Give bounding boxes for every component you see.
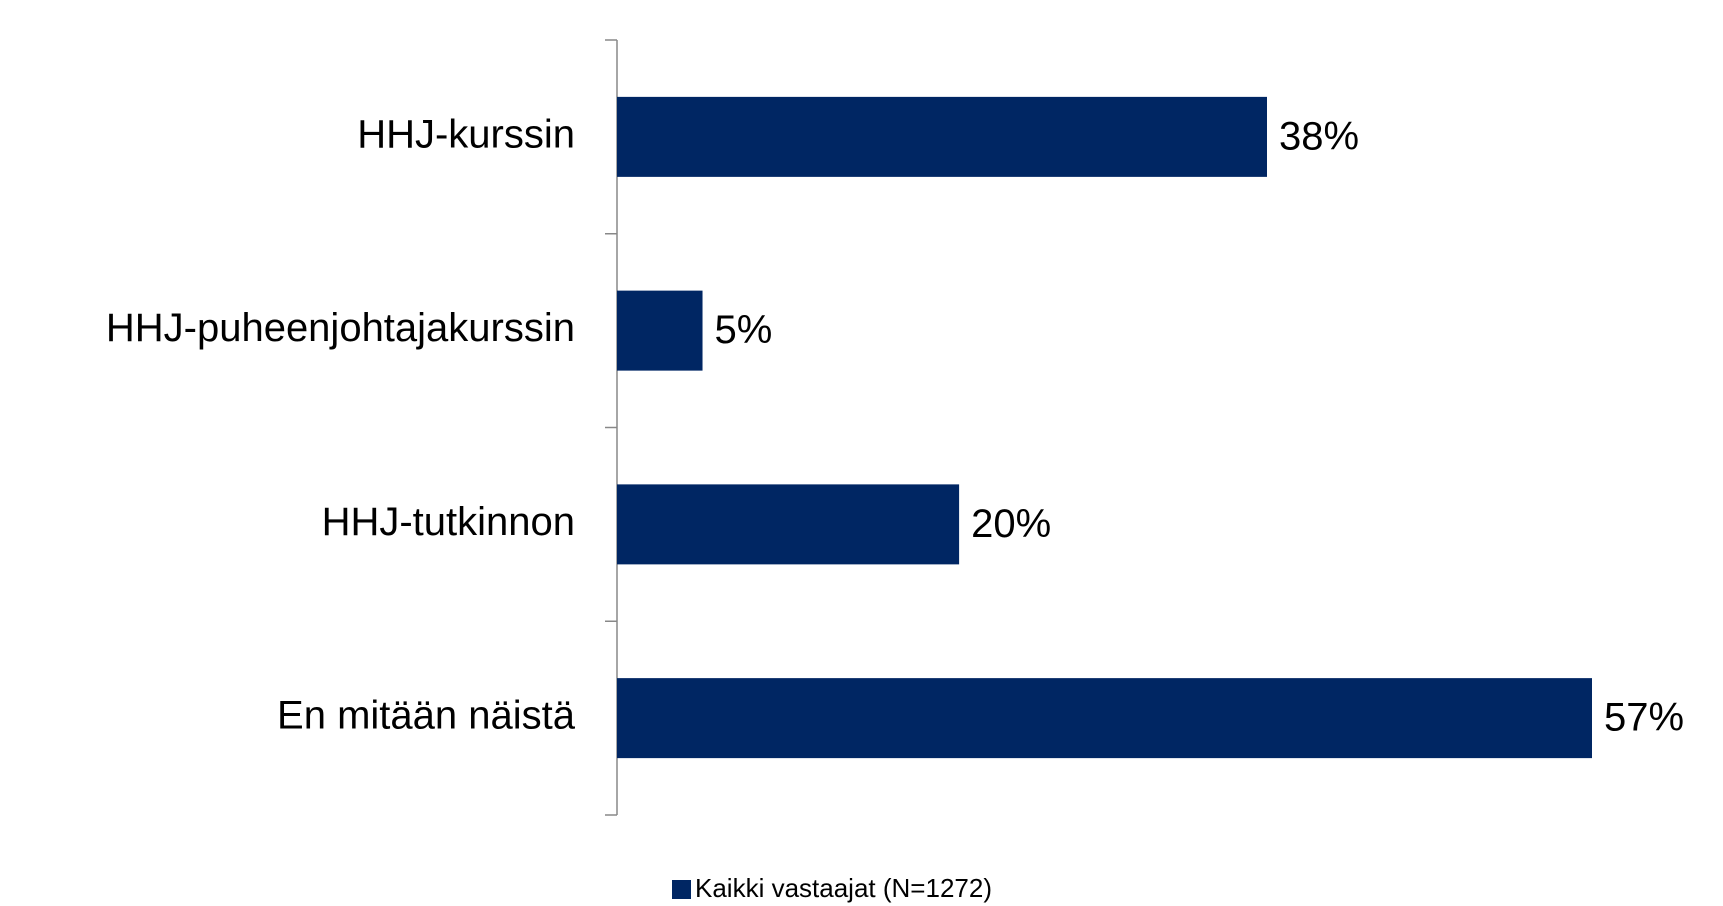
- data-label: 20%: [971, 502, 1051, 546]
- legend-swatch: [672, 880, 691, 899]
- bar: [617, 290, 703, 371]
- category-label: HHJ-kurssin: [357, 112, 575, 156]
- bar: [617, 96, 1267, 177]
- category-label: En mitään näistä: [277, 694, 576, 738]
- bar: [617, 678, 1592, 759]
- data-label: 38%: [1279, 114, 1359, 158]
- bar: [617, 484, 960, 565]
- data-label: 5%: [715, 308, 773, 352]
- category-label: HHJ-tutkinnon: [322, 500, 575, 544]
- data-label: 57%: [1604, 696, 1684, 740]
- legend-label: Kaikki vastaajat (N=1272): [695, 873, 992, 903]
- category-label: HHJ-puheenjohtajakurssin: [106, 306, 575, 350]
